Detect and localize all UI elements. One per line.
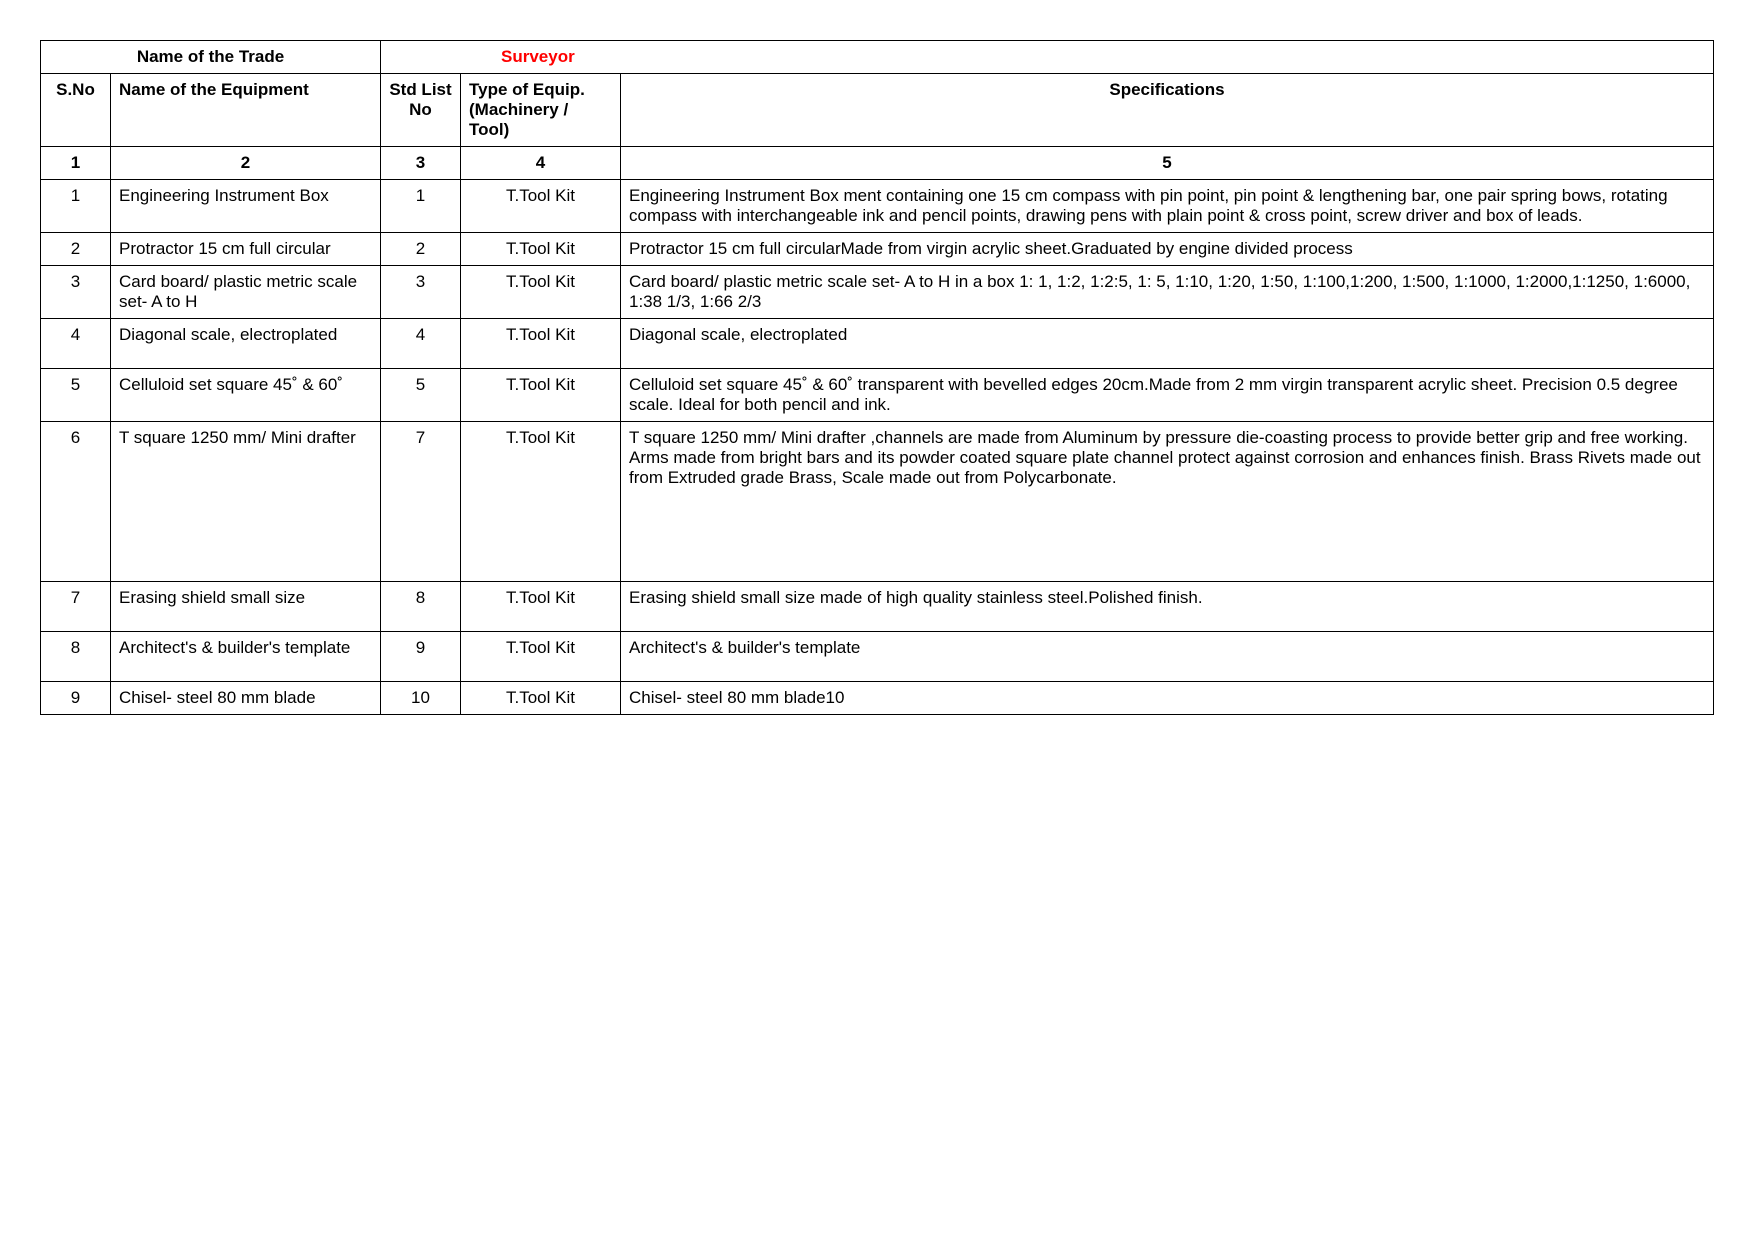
cell-std: 7 bbox=[381, 422, 461, 582]
cell-sno: 8 bbox=[41, 632, 111, 682]
cell-std: 4 bbox=[381, 319, 461, 369]
cell-std: 5 bbox=[381, 369, 461, 422]
cell-spec: Protractor 15 cm full circularMade from … bbox=[621, 233, 1714, 266]
cell-name: Diagonal scale, electroplated bbox=[111, 319, 381, 369]
cell-spec: Card board/ plastic metric scale set- A … bbox=[621, 266, 1714, 319]
cell-spec: T square 1250 mm/ Mini drafter ,channels… bbox=[621, 422, 1714, 582]
trade-label: Name of the Trade bbox=[41, 41, 381, 74]
cell-spec: Erasing shield small size made of high q… bbox=[621, 582, 1714, 632]
cell-type: T.Tool Kit bbox=[461, 369, 621, 422]
cell-sno: 5 bbox=[41, 369, 111, 422]
cell-sno: 1 bbox=[41, 180, 111, 233]
table-row: 1 Engineering Instrument Box 1 T.Tool Ki… bbox=[41, 180, 1714, 233]
trade-value: Surveyor bbox=[381, 41, 1714, 74]
cell-type: T.Tool Kit bbox=[461, 180, 621, 233]
numcol-5: 5 bbox=[621, 147, 1714, 180]
equipment-table: Name of the Trade Surveyor S.No Name of … bbox=[40, 40, 1714, 715]
cell-name: Protractor 15 cm full circular bbox=[111, 233, 381, 266]
cell-std: 2 bbox=[381, 233, 461, 266]
cell-type: T.Tool Kit bbox=[461, 422, 621, 582]
table-row: 5 Celluloid set square 45˚ & 60˚ 5 T.Too… bbox=[41, 369, 1714, 422]
cell-type: T.Tool Kit bbox=[461, 582, 621, 632]
cell-name: Card board/ plastic metric scale set- A … bbox=[111, 266, 381, 319]
table-row: 8 Architect's & builder's template 9 T.T… bbox=[41, 632, 1714, 682]
cell-sno: 6 bbox=[41, 422, 111, 582]
table-row: 7 Erasing shield small size 8 T.Tool Kit… bbox=[41, 582, 1714, 632]
cell-sno: 2 bbox=[41, 233, 111, 266]
col-header-spec: Specifications bbox=[621, 74, 1714, 147]
cell-type: T.Tool Kit bbox=[461, 233, 621, 266]
cell-std: 1 bbox=[381, 180, 461, 233]
cell-std: 8 bbox=[381, 582, 461, 632]
table-row: 9 Chisel- steel 80 mm blade 10 T.Tool Ki… bbox=[41, 682, 1714, 715]
cell-name: Architect's & builder's template bbox=[111, 632, 381, 682]
cell-sno: 9 bbox=[41, 682, 111, 715]
cell-type: T.Tool Kit bbox=[461, 319, 621, 369]
cell-name: Engineering Instrument Box bbox=[111, 180, 381, 233]
numcol-1: 1 bbox=[41, 147, 111, 180]
cell-type: T.Tool Kit bbox=[461, 632, 621, 682]
cell-spec: Celluloid set square 45˚ & 60˚ transpare… bbox=[621, 369, 1714, 422]
col-header-std: Std List No bbox=[381, 74, 461, 147]
cell-type: T.Tool Kit bbox=[461, 266, 621, 319]
table-row: 6 T square 1250 mm/ Mini drafter 7 T.Too… bbox=[41, 422, 1714, 582]
table-row: 3 Card board/ plastic metric scale set- … bbox=[41, 266, 1714, 319]
table-row: 4 Diagonal scale, electroplated 4 T.Tool… bbox=[41, 319, 1714, 369]
cell-sno: 3 bbox=[41, 266, 111, 319]
cell-name: T square 1250 mm/ Mini drafter bbox=[111, 422, 381, 582]
cell-std: 10 bbox=[381, 682, 461, 715]
cell-name: Erasing shield small size bbox=[111, 582, 381, 632]
cell-std: 3 bbox=[381, 266, 461, 319]
col-header-type: Type of Equip. (Machinery / Tool) bbox=[461, 74, 621, 147]
cell-spec: Diagonal scale, electroplated bbox=[621, 319, 1714, 369]
trade-row: Name of the Trade Surveyor bbox=[41, 41, 1714, 74]
column-header-row: S.No Name of the Equipment Std List No T… bbox=[41, 74, 1714, 147]
cell-spec: Chisel- steel 80 mm blade10 bbox=[621, 682, 1714, 715]
col-header-sno: S.No bbox=[41, 74, 111, 147]
cell-type: T.Tool Kit bbox=[461, 682, 621, 715]
numcol-4: 4 bbox=[461, 147, 621, 180]
numcol-3: 3 bbox=[381, 147, 461, 180]
cell-sno: 7 bbox=[41, 582, 111, 632]
table-row: 2 Protractor 15 cm full circular 2 T.Too… bbox=[41, 233, 1714, 266]
cell-spec: Engineering Instrument Box ment containi… bbox=[621, 180, 1714, 233]
cell-sno: 4 bbox=[41, 319, 111, 369]
numbered-header-row: 1 2 3 4 5 bbox=[41, 147, 1714, 180]
col-header-name: Name of the Equipment bbox=[111, 74, 381, 147]
cell-std: 9 bbox=[381, 632, 461, 682]
cell-name: Celluloid set square 45˚ & 60˚ bbox=[111, 369, 381, 422]
cell-name: Chisel- steel 80 mm blade bbox=[111, 682, 381, 715]
cell-spec: Architect's & builder's template bbox=[621, 632, 1714, 682]
numcol-2: 2 bbox=[111, 147, 381, 180]
